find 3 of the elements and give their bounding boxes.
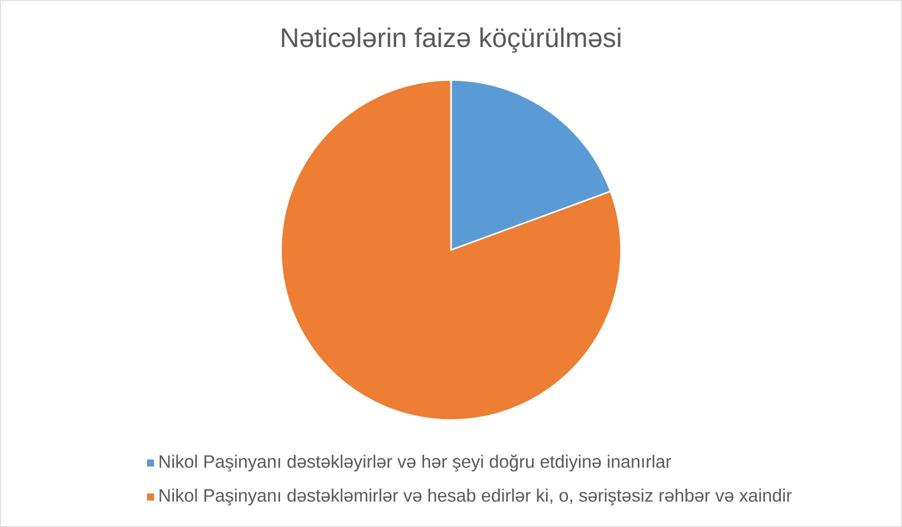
chart-title: Nəticələrin faizə köçürülməsi bbox=[282, 27, 620, 53]
legend-label: Nikol Paşinyanı dəstəkləyirlər və hər şeyi doğru etdiyinə inanırlar bbox=[160, 454, 672, 472]
legend-label: Nikol Paşinyanı dəstəkləmirlər və hesab edirlər ki, o, səriştəsiz rəhbər və xaindir bbox=[160, 488, 792, 506]
